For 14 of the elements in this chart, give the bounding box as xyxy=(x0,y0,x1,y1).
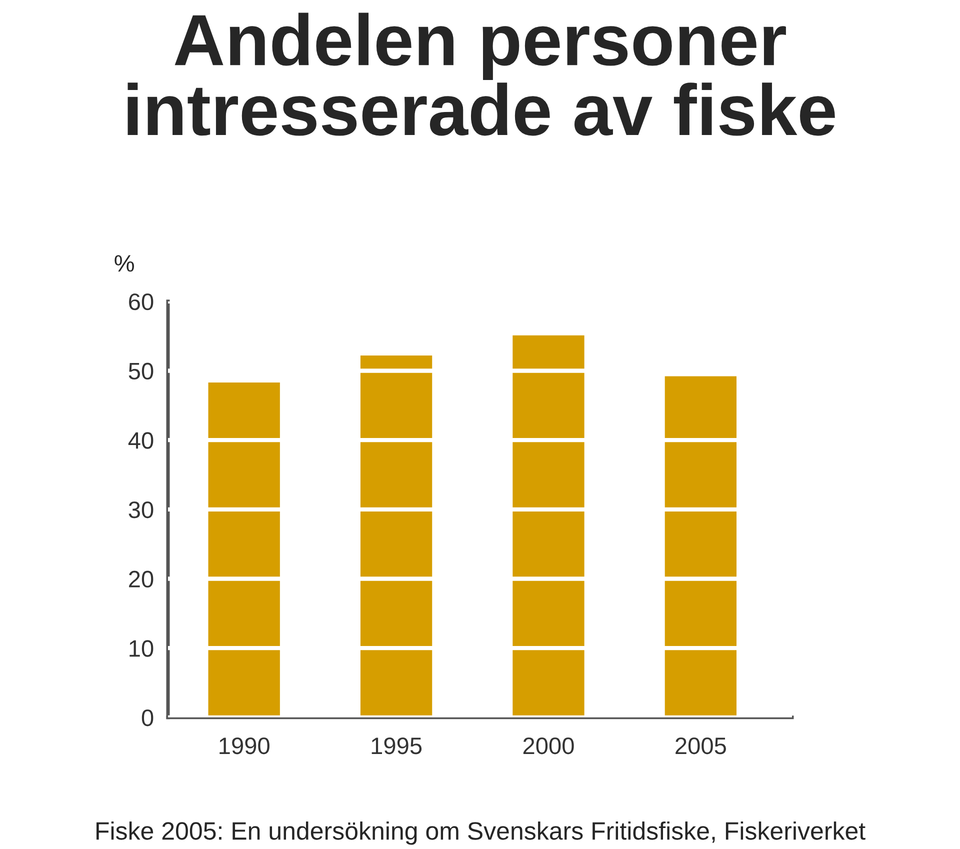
y-tick-label: 0 xyxy=(142,709,154,726)
x-tick-label: 1995 xyxy=(372,737,422,754)
y-tick-label: 20 xyxy=(129,570,154,588)
text: Fiske 2005: En undersökning om Svenskars Fritidsfiske, Fiskeriverket xyxy=(96,821,866,845)
y-tick-label: 40 xyxy=(128,432,154,449)
y-axis-title: % xyxy=(114,255,134,272)
x-tick-label: 2000 xyxy=(523,737,574,754)
y-tick-label: 50 xyxy=(128,362,154,380)
chart-title: Andelen personer intresserade av fiske xyxy=(128,12,835,136)
y-tick-label: 30 xyxy=(128,501,154,518)
x-tick-label: 1990 xyxy=(220,737,270,754)
x-tick-label: 2005 xyxy=(676,737,726,754)
y-tick-label: 60 xyxy=(129,293,154,310)
y-tick-label: 10 xyxy=(130,640,154,657)
